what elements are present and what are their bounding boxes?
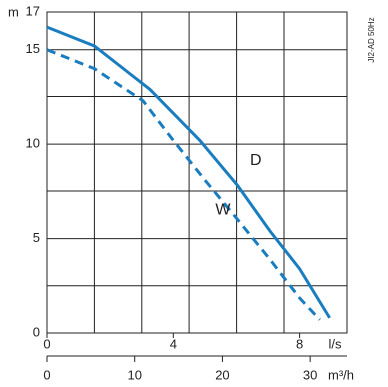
x2-tick-label: 0 — [43, 367, 50, 382]
x-tick-label: 0 — [43, 336, 50, 351]
y-tick-label: 15 — [26, 41, 40, 56]
y-tick-label: 10 — [26, 136, 40, 151]
x2-tick-label: 20 — [215, 367, 229, 382]
y-axis-label: m — [8, 4, 19, 19]
series-label: D — [250, 152, 262, 169]
x2-tick-label: 30 — [303, 367, 317, 382]
x-tick-label: 8 — [296, 336, 303, 351]
curve — [46, 48, 321, 321]
y-tick-label: 5 — [33, 230, 40, 245]
curve — [46, 25, 331, 319]
x2-tick-label: 10 — [127, 367, 141, 382]
x-tick-label: 4 — [170, 336, 177, 351]
y-tick-label: 17 — [26, 3, 40, 18]
x2-axis-label: m³/h — [328, 367, 354, 382]
series-label: W — [215, 201, 231, 218]
x-axis-label: l/s — [329, 336, 343, 351]
side-note: JI2-AD 50Hz — [367, 17, 376, 62]
y-tick-label: 0 — [33, 324, 40, 339]
